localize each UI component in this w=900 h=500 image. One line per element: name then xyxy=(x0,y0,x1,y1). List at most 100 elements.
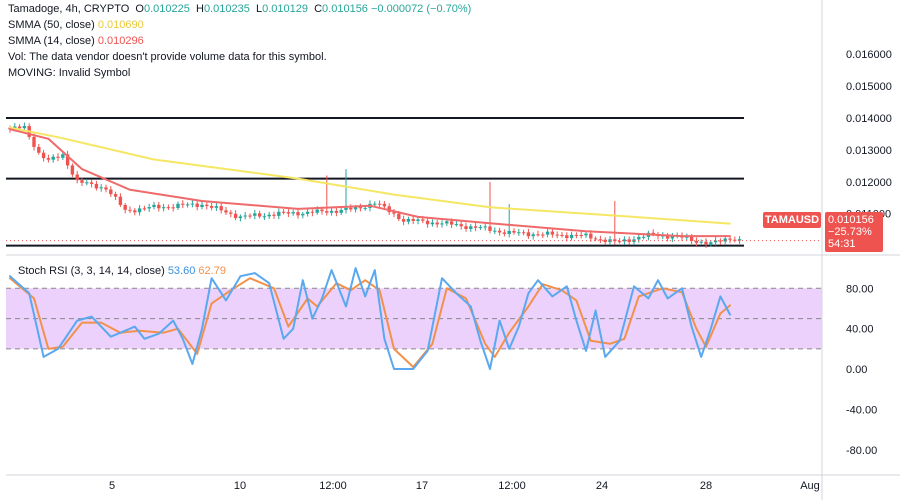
candle-body xyxy=(445,221,449,224)
stoch-d-line xyxy=(9,277,731,368)
candle-body xyxy=(723,238,727,242)
candle-body xyxy=(670,236,675,239)
time-axis-tick: 5 xyxy=(109,480,115,492)
candle-body xyxy=(603,239,607,243)
candle-body xyxy=(205,204,209,206)
time-axis-tick: 10 xyxy=(234,480,246,492)
candle-body xyxy=(622,239,627,242)
candle-body xyxy=(411,218,415,221)
candle-body xyxy=(262,216,267,218)
stoch-k-value: 53.60 xyxy=(167,265,196,277)
candle-body xyxy=(75,174,79,181)
candle-body xyxy=(512,230,516,233)
stoch-rsi-legend[interactable]: Stoch RSI (3, 3, 14, 14, close) 53.60 62… xyxy=(18,264,226,279)
candle-body xyxy=(349,207,353,210)
price-axis-tick: 0.016000 xyxy=(846,49,892,61)
candle-body xyxy=(85,182,89,184)
candle-body xyxy=(334,210,339,213)
smma50-value: 0.010690 xyxy=(97,19,144,31)
candle-body xyxy=(665,235,670,239)
candle-body xyxy=(214,206,219,208)
candle-body xyxy=(166,207,171,209)
bar-countdown: 54:31 xyxy=(828,238,856,250)
candle-body xyxy=(118,196,123,205)
candle-body xyxy=(425,220,430,225)
candle-body xyxy=(353,207,358,210)
time-axis-tick: 12:00 xyxy=(498,480,526,492)
candle-body xyxy=(51,156,55,160)
candle-body xyxy=(555,234,559,236)
candle-body xyxy=(320,209,324,212)
stoch-axis-tick: 80.00 xyxy=(846,283,874,295)
candle-body xyxy=(41,152,46,159)
candle-body xyxy=(37,146,41,153)
candle-body xyxy=(61,154,65,158)
candle-body xyxy=(305,211,310,214)
candle-body xyxy=(358,207,363,209)
candle-body xyxy=(281,211,286,213)
candle-body xyxy=(185,204,190,206)
candle-body xyxy=(641,236,646,238)
candle-body xyxy=(109,189,113,195)
ohlc-close: C0.010156 xyxy=(314,3,368,15)
time-axis-tick: 28 xyxy=(700,480,712,492)
candle-body xyxy=(517,232,521,234)
candle-body xyxy=(286,212,291,214)
candle-body xyxy=(233,213,238,219)
candle-body xyxy=(195,203,199,208)
stoch-axis-tick: -40.00 xyxy=(846,404,877,416)
candle-body xyxy=(483,226,487,228)
candle-body xyxy=(157,204,161,209)
candle-body xyxy=(637,236,641,240)
candle-body xyxy=(569,234,574,239)
candle-body xyxy=(713,240,718,243)
candle-body xyxy=(526,232,531,237)
candle-body xyxy=(699,241,703,243)
candle-body xyxy=(435,222,439,225)
candle-body xyxy=(440,223,444,225)
candle-body xyxy=(248,215,252,217)
candle-body xyxy=(329,210,334,213)
candle-body xyxy=(478,227,483,229)
last-price-box: 0.010156 −25.73% 54:31 xyxy=(825,212,883,252)
candle-body xyxy=(296,212,300,216)
last-change-pct: −25.73% xyxy=(828,226,872,238)
stoch-axis-tick: -80.00 xyxy=(846,445,877,457)
candle-body xyxy=(694,240,699,243)
candle-body xyxy=(469,226,473,229)
stoch-axis-tick: 40.00 xyxy=(846,324,874,336)
candle-body xyxy=(406,218,411,222)
candle-body xyxy=(560,234,564,236)
candle-body xyxy=(301,213,305,216)
candle-body xyxy=(22,125,27,129)
candle-body xyxy=(123,204,127,210)
candle-body xyxy=(545,231,550,235)
candle-body xyxy=(416,219,420,221)
candle-body xyxy=(325,211,329,213)
candle-body xyxy=(56,156,60,158)
smma14-legend[interactable]: SMMA (14, close) 0.010296 xyxy=(8,35,144,47)
ohlc-high: H0.010235 xyxy=(195,3,250,15)
candle-body xyxy=(473,226,478,228)
candle-body xyxy=(718,240,723,242)
candle-body xyxy=(17,126,22,129)
candle-body xyxy=(550,231,555,235)
symbol-price-tag: TAMAUSD xyxy=(763,212,821,228)
candle-body xyxy=(392,212,396,214)
candle-body xyxy=(147,207,151,209)
candle-body xyxy=(161,207,166,209)
candle-body xyxy=(651,232,655,235)
candle-body xyxy=(310,211,315,213)
smma50-legend[interactable]: SMMA (50, close) 0.010690 xyxy=(8,19,144,31)
candle-body xyxy=(200,204,204,208)
price-axis-tick: 0.013000 xyxy=(846,145,892,157)
candle-body xyxy=(133,210,137,213)
candle-body xyxy=(171,207,175,209)
candle-body xyxy=(99,187,103,189)
candle-body xyxy=(253,213,257,216)
candle-body xyxy=(593,238,598,240)
candle-body xyxy=(243,215,247,217)
candle-body xyxy=(531,234,535,237)
candle-body xyxy=(541,234,545,236)
